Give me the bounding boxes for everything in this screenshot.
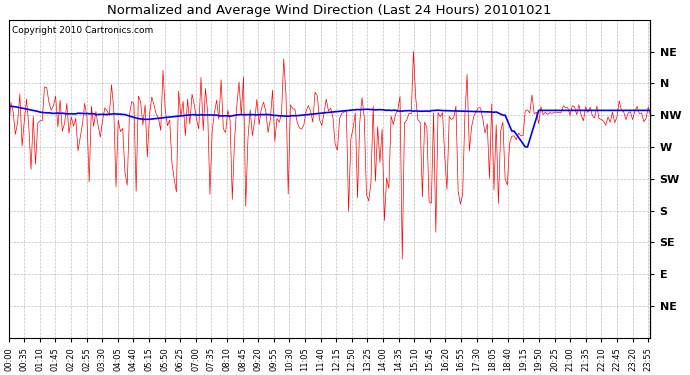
Title: Normalized and Average Wind Direction (Last 24 Hours) 20101021: Normalized and Average Wind Direction (L… [108, 4, 552, 17]
Text: Copyright 2010 Cartronics.com: Copyright 2010 Cartronics.com [12, 26, 153, 35]
